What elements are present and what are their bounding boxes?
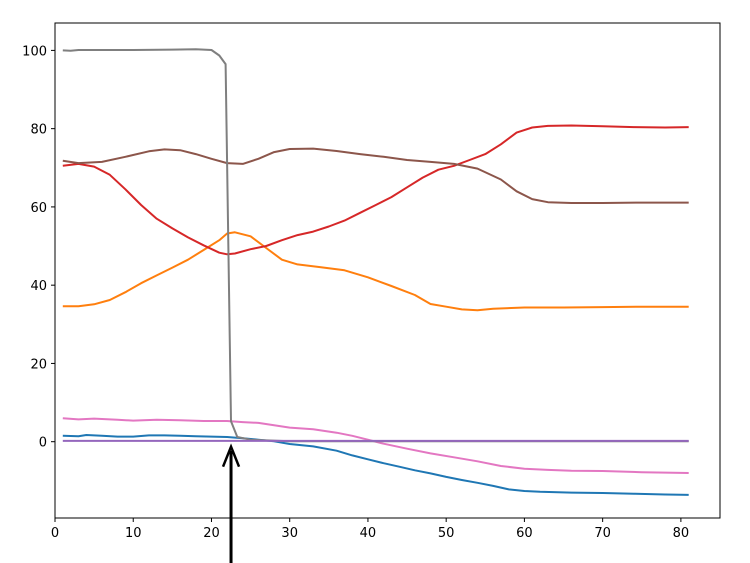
x-tick-label: 60 [516, 526, 533, 541]
x-tick-label: 80 [673, 526, 690, 541]
y-tick-label: 40 [30, 279, 47, 294]
y-tick-label: 60 [30, 201, 47, 216]
x-tick-label: 20 [203, 526, 220, 541]
y-tick-label: 20 [30, 357, 47, 372]
x-axis: 0 10 20 30 40 50 60 70 80 [51, 518, 689, 541]
annotation-arrow-head [221, 443, 241, 468]
annotation-layer [221, 443, 241, 563]
series-line-3 [62, 124, 689, 256]
x-tick-label: 50 [438, 526, 455, 541]
y-tick-label: 80 [30, 123, 47, 138]
series-line-4 [62, 147, 689, 204]
x-tick-label: 30 [281, 526, 298, 541]
y-tick-label: 0 [39, 436, 47, 451]
x-tick-label: 0 [51, 526, 59, 541]
y-axis: 0 20 40 60 80 100 [22, 44, 55, 451]
y-tick-label: 100 [22, 44, 47, 59]
x-tick-label: 40 [360, 526, 377, 541]
x-tick-label: 10 [125, 526, 142, 541]
series-layer [62, 48, 689, 496]
series-line-1 [62, 434, 689, 496]
series-line-2 [62, 231, 689, 312]
series-line-5 [62, 417, 689, 474]
x-tick-label: 70 [594, 526, 611, 541]
plot-frame [54, 22, 721, 519]
